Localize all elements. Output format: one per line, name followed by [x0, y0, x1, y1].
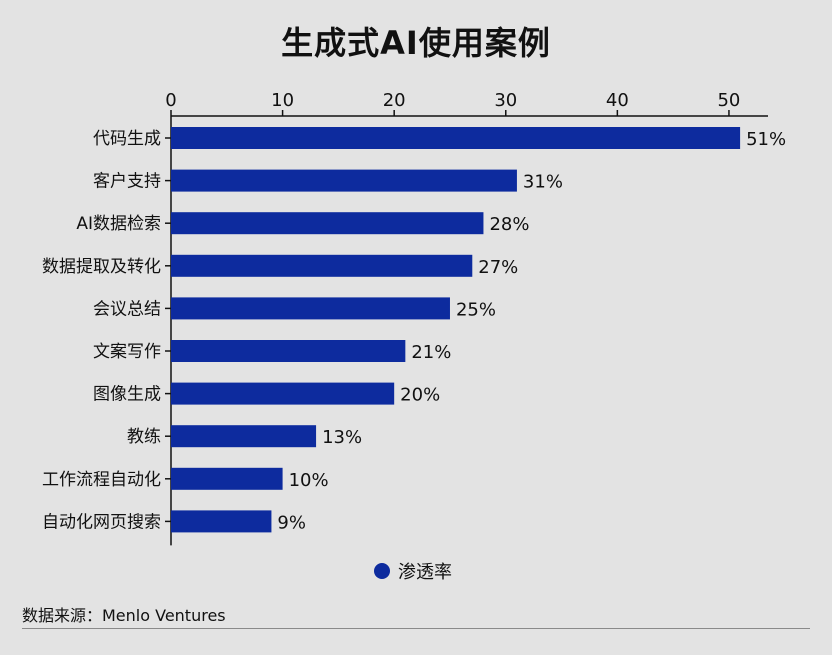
x-tick-label: 0 [165, 90, 176, 111]
bar [171, 382, 395, 405]
x-tick-label: 10 [271, 90, 294, 111]
bar [171, 510, 272, 533]
bar [171, 169, 517, 192]
value-label: 20% [400, 385, 440, 406]
category-label: 客户支持 [93, 172, 161, 192]
x-tick-label: 40 [606, 90, 629, 111]
legend-label: 渗透率 [398, 562, 452, 583]
value-label: 25% [456, 299, 496, 320]
category-label: 代码生成 [93, 129, 161, 149]
value-label: 27% [478, 257, 518, 278]
category-label: AI数据检索 [76, 214, 161, 234]
x-tick-label: 20 [383, 90, 406, 111]
bar [171, 340, 406, 362]
x-tick-label: 50 [717, 90, 740, 111]
divider [22, 628, 810, 629]
x-tick-label: 30 [494, 90, 517, 111]
bar [171, 425, 317, 448]
bar [171, 127, 741, 149]
value-label: 9% [277, 512, 306, 533]
chart-title: 生成式AI使用案例 [281, 24, 551, 62]
value-label: 21% [411, 342, 451, 363]
value-label: 31% [523, 172, 563, 193]
category-label: 文案写作 [93, 342, 161, 362]
value-label: 10% [289, 470, 329, 491]
value-label: 28% [489, 214, 529, 235]
category-label: 工作流程自动化 [42, 470, 161, 490]
category-label: 数据提取及转化 [42, 257, 161, 277]
legend: 渗透率 [374, 558, 452, 584]
bar [171, 254, 473, 277]
source-note: 数据来源：Menlo Ventures [22, 606, 226, 625]
legend-swatch [374, 563, 390, 579]
bar [171, 297, 450, 320]
value-label: 51% [746, 129, 786, 150]
bar [171, 467, 283, 490]
category-label: 图像生成 [93, 385, 161, 405]
category-label: 自动化网页搜索 [42, 512, 161, 532]
value-label: 13% [322, 427, 362, 448]
category-label: 会议总结 [93, 299, 161, 319]
bar [171, 212, 484, 235]
bar-chart: 0 10 20 30 40 50 代码生成 51% 客户支持 31% AI数据检索 28% 数据提取及转… [42, 90, 786, 546]
category-label: 教练 [127, 427, 161, 447]
